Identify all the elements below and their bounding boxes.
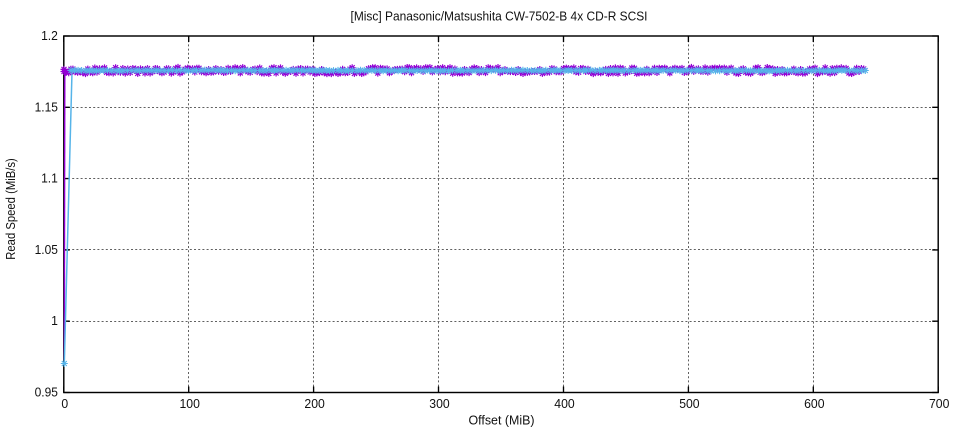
svg-text:100: 100 [180,396,200,411]
svg-text:600: 600 [804,396,824,411]
svg-text:1.1: 1.1 [41,171,58,186]
svg-text:400: 400 [554,396,574,411]
svg-text:[Misc] Panasonic/Matsushita CW: [Misc] Panasonic/Matsushita CW-7502-B 4x… [351,9,648,24]
svg-text:0.95: 0.95 [35,385,58,400]
svg-text:500: 500 [679,396,699,411]
svg-text:200: 200 [304,396,324,411]
svg-text:1.2: 1.2 [41,28,58,43]
svg-text:0: 0 [61,396,68,411]
svg-text:300: 300 [429,396,449,411]
svg-text:1.05: 1.05 [35,242,58,257]
svg-text:Read Speed (MiB/s): Read Speed (MiB/s) [3,158,18,260]
svg-text:Offset (MiB): Offset (MiB) [469,412,535,427]
svg-text:700: 700 [929,396,949,411]
svg-text:1.15: 1.15 [35,99,58,114]
svg-text:1: 1 [51,313,58,328]
